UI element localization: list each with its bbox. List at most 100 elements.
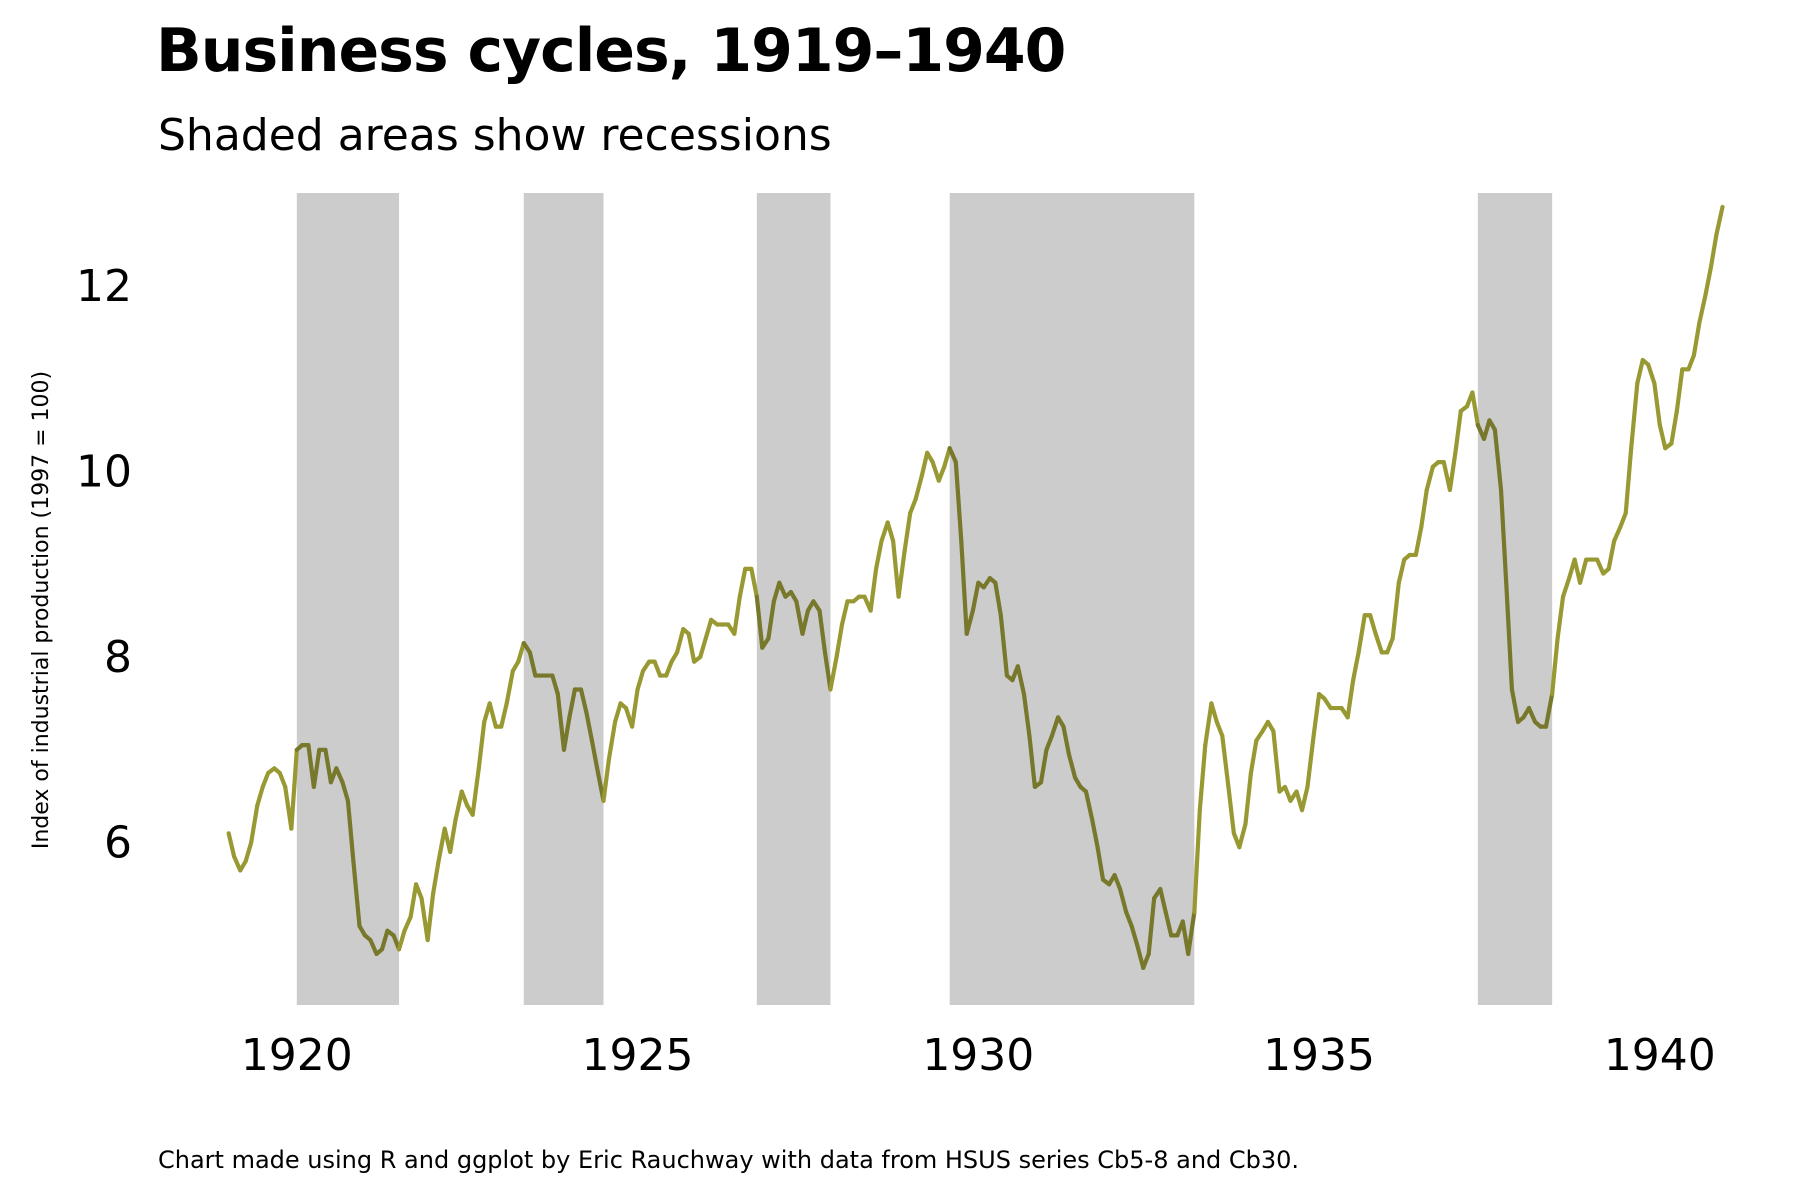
line-segment — [970, 580, 981, 613]
line-segment — [1635, 357, 1645, 386]
line-segment — [947, 446, 958, 465]
line-segment — [1112, 872, 1123, 892]
line-segment — [964, 608, 975, 636]
line-segment — [1447, 450, 1458, 493]
line-segment — [1203, 701, 1214, 748]
line-segment — [1090, 817, 1100, 850]
line-segment — [800, 608, 811, 636]
line-segment — [567, 687, 577, 720]
line-segment — [260, 770, 271, 790]
recession-band-5 — [1477, 193, 1553, 1005]
x-axis: 1920 1925 1930 1935 1940 — [241, 1030, 1716, 1081]
line-segment — [1577, 557, 1589, 585]
x-tick-label: 1925 — [582, 1030, 694, 1081]
line-segment — [698, 636, 708, 660]
line-segment — [255, 784, 265, 808]
line-segment — [953, 460, 964, 544]
line-segment — [1243, 770, 1254, 827]
line-segment — [1351, 650, 1361, 683]
line-segment — [226, 831, 237, 859]
line-segment — [1305, 733, 1316, 790]
line-segment — [323, 747, 333, 785]
line-segment — [1708, 232, 1719, 270]
line-segment — [351, 859, 362, 929]
line-segment — [459, 789, 470, 808]
line-segment — [919, 450, 930, 479]
y-axis-label: Index of industrial production (1997 = 1… — [29, 371, 54, 849]
line-segment — [1504, 585, 1515, 692]
line-segment — [1163, 910, 1174, 938]
line-segment — [1424, 464, 1435, 493]
line-segment — [1345, 678, 1356, 720]
line-segment — [516, 640, 526, 664]
line-segment — [1481, 418, 1492, 442]
line-segment — [1311, 692, 1322, 738]
line-segment — [1129, 924, 1140, 947]
line-segment — [487, 701, 498, 729]
line-segment — [1498, 487, 1509, 590]
line-segment — [561, 715, 572, 752]
line-segment — [504, 668, 515, 706]
line-segment — [664, 659, 674, 678]
line-segment — [425, 891, 436, 943]
line-segment — [1612, 524, 1623, 544]
line-segment — [1141, 951, 1151, 970]
line-segment — [1623, 446, 1634, 516]
line-segment — [1714, 204, 1725, 237]
line-segment — [1214, 719, 1225, 738]
line-segment — [1646, 362, 1657, 386]
line-segment — [1117, 886, 1129, 915]
line-segment — [1550, 636, 1560, 697]
line-segment — [431, 859, 441, 896]
line-segment — [1237, 821, 1248, 850]
line-segment — [1686, 353, 1696, 372]
line-segment — [1396, 557, 1407, 585]
line-segment — [601, 756, 612, 803]
line-segment — [993, 580, 1003, 618]
line-segment — [1027, 733, 1037, 790]
line-segment — [1299, 784, 1310, 813]
line-segment — [289, 747, 299, 831]
line-segment — [868, 566, 879, 613]
line-segment — [936, 464, 947, 483]
line-segment — [1066, 752, 1078, 780]
line-segment — [686, 631, 697, 664]
x-tick-label: 1930 — [922, 1030, 1034, 1081]
line-segment — [345, 798, 356, 864]
line-segment — [1373, 631, 1384, 655]
line-segment — [589, 738, 601, 776]
y-tick-label: 10 — [76, 446, 132, 497]
line-segment — [584, 710, 595, 743]
line-segment — [1158, 886, 1168, 915]
line-segment — [1674, 367, 1685, 414]
line-segment — [674, 627, 686, 655]
line-segment — [1146, 896, 1157, 957]
line-segment — [1560, 576, 1572, 599]
line-segment — [1509, 687, 1521, 725]
line-segment — [635, 668, 646, 692]
chart-caption: Chart made using R and ggplot by Eric Ra… — [158, 1146, 1300, 1174]
line-segment — [555, 692, 567, 752]
line-segment — [448, 817, 458, 854]
line-segment — [379, 928, 390, 952]
line-segment — [737, 566, 748, 599]
line-segment — [885, 520, 896, 544]
line-segment — [1044, 733, 1055, 752]
line-segment — [1526, 705, 1538, 725]
line-segment — [476, 719, 487, 771]
line-segment — [817, 608, 828, 655]
line-segment — [1419, 487, 1429, 530]
recession-band-1 — [296, 193, 400, 1005]
y-tick-label: 6 — [104, 818, 132, 869]
line-segment — [777, 580, 788, 599]
line-segment — [1595, 557, 1606, 576]
line-segment — [839, 599, 850, 627]
line-segment — [1192, 808, 1202, 915]
line-segment — [1049, 715, 1061, 738]
line-segment — [1197, 743, 1208, 813]
line-segment — [453, 789, 464, 822]
line-segment — [1413, 524, 1424, 558]
line-segment — [277, 770, 288, 790]
line-segment — [396, 928, 407, 952]
